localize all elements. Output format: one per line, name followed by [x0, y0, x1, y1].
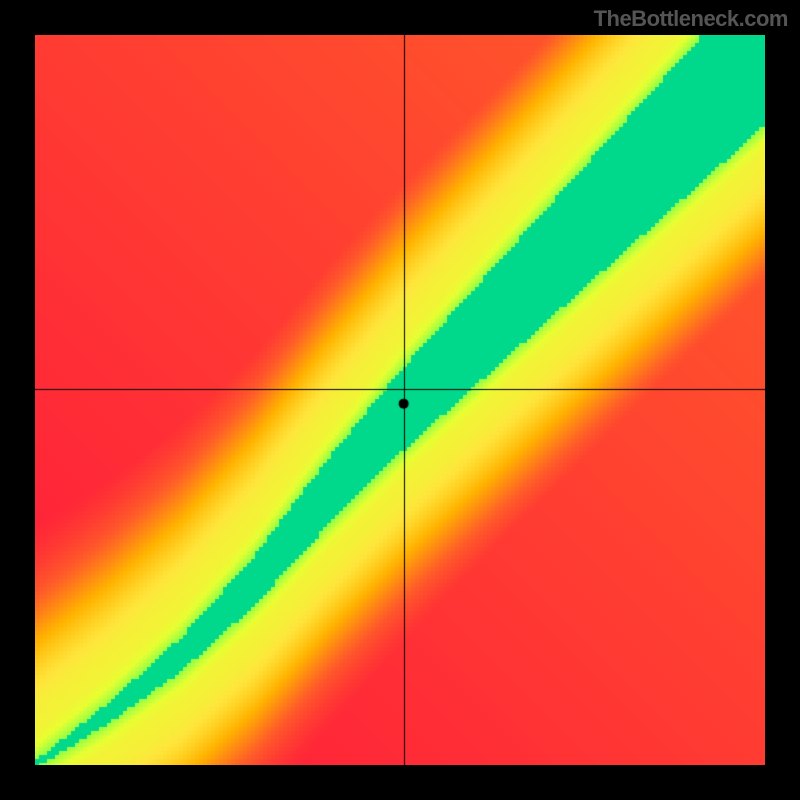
heatmap-canvas: [35, 35, 765, 765]
watermark-text: TheBottleneck.com: [594, 6, 788, 32]
heatmap-plot: [35, 35, 765, 765]
